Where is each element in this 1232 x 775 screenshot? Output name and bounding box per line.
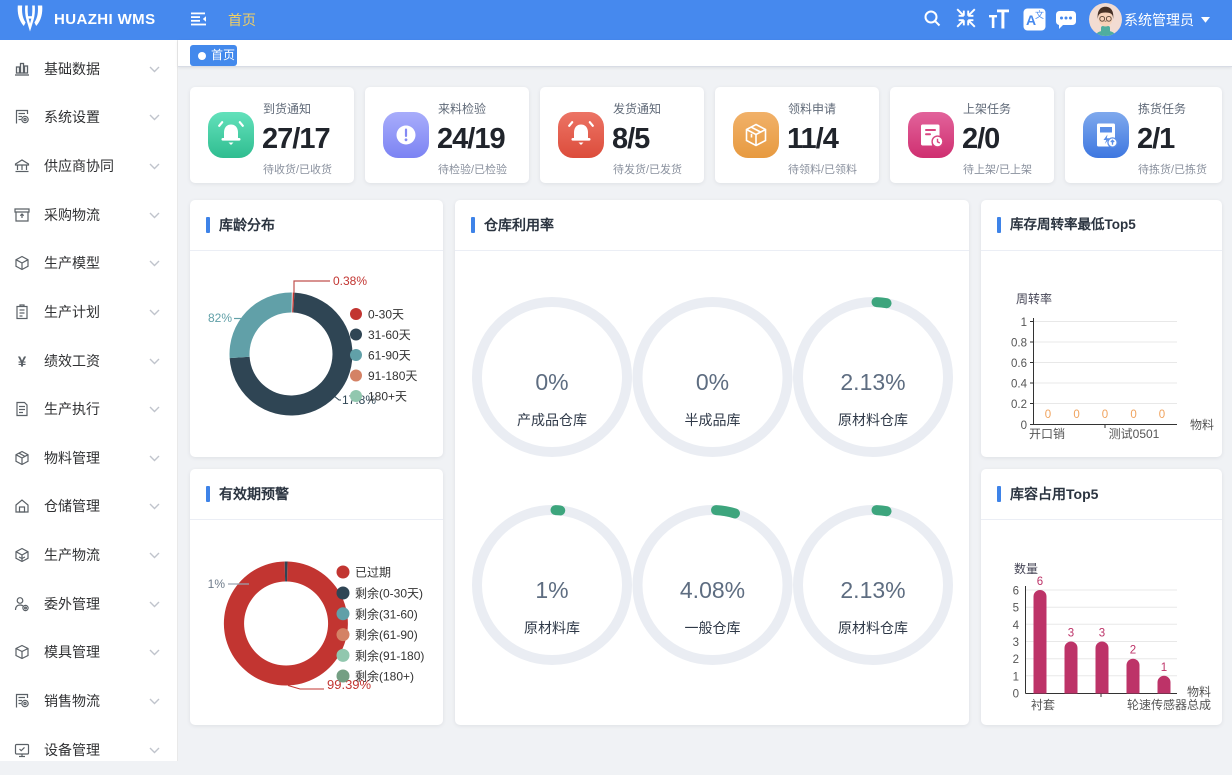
svg-text:0: 0	[1130, 409, 1136, 421]
svg-text:5: 5	[1013, 603, 1019, 615]
svg-text:剩余(61-90): 剩余(61-90)	[355, 627, 418, 642]
svg-text:物料: 物料	[1190, 418, 1214, 432]
svg-text:1: 1	[1021, 317, 1027, 329]
svg-text:测试0501: 测试0501	[1109, 426, 1160, 441]
svg-text:99.39%: 99.39%	[327, 677, 372, 692]
svg-text:6: 6	[1013, 586, 1019, 598]
svg-text:3: 3	[1013, 637, 1019, 649]
svg-text:2: 2	[1130, 645, 1136, 657]
svg-text:0.2: 0.2	[1011, 399, 1027, 411]
svg-text:1: 1	[1013, 671, 1019, 683]
svg-text:剩余(180+): 剩余(180+)	[355, 669, 414, 684]
svg-text:0.4: 0.4	[1011, 379, 1028, 391]
svg-text:1: 1	[1161, 662, 1167, 674]
svg-text:0: 0	[1045, 409, 1051, 421]
svg-text:剩余(0-30天): 剩余(0-30天)	[355, 586, 423, 601]
svg-text:衬套: 衬套	[1031, 698, 1055, 712]
svg-text:3: 3	[1068, 628, 1074, 640]
svg-text:1%: 1%	[208, 577, 226, 591]
svg-text:剩余(91-180): 剩余(91-180)	[355, 648, 424, 663]
svg-text:轮速传感器总成: 轮速传感器总成	[1127, 697, 1211, 712]
svg-text:数量: 数量	[1014, 561, 1038, 576]
svg-text:物料: 物料	[1187, 685, 1211, 699]
svg-text:2: 2	[1013, 654, 1019, 666]
svg-text:6: 6	[1037, 576, 1043, 588]
svg-text:文: 文	[1035, 9, 1044, 20]
svg-text:0: 0	[1159, 409, 1165, 421]
svg-text:0: 0	[1021, 420, 1027, 432]
svg-text:91-180天: 91-180天	[368, 369, 417, 383]
svg-text:31-60天: 31-60天	[368, 328, 411, 342]
svg-text:0: 0	[1102, 409, 1108, 421]
svg-text:0: 0	[1013, 689, 1019, 701]
svg-text:0.8: 0.8	[1011, 338, 1027, 350]
svg-text:0.38%: 0.38%	[333, 274, 367, 288]
svg-text:61-90天: 61-90天	[368, 349, 411, 363]
svg-text:4: 4	[1013, 620, 1020, 632]
svg-text:0: 0	[1073, 409, 1079, 421]
svg-text:剩余(31-60): 剩余(31-60)	[355, 606, 418, 621]
svg-text:已过期: 已过期	[355, 566, 391, 580]
svg-text:82%: 82%	[208, 311, 232, 325]
svg-text:3: 3	[1099, 628, 1105, 640]
svg-text:0-30天: 0-30天	[368, 308, 404, 322]
svg-text:0.6: 0.6	[1011, 358, 1027, 370]
svg-text:开口销: 开口销	[1029, 427, 1065, 441]
svg-text:180+天: 180+天	[368, 390, 407, 404]
svg-text:周转率: 周转率	[1016, 291, 1052, 306]
svg-text:A: A	[1026, 12, 1036, 28]
svg-text:¥: ¥	[18, 353, 27, 369]
